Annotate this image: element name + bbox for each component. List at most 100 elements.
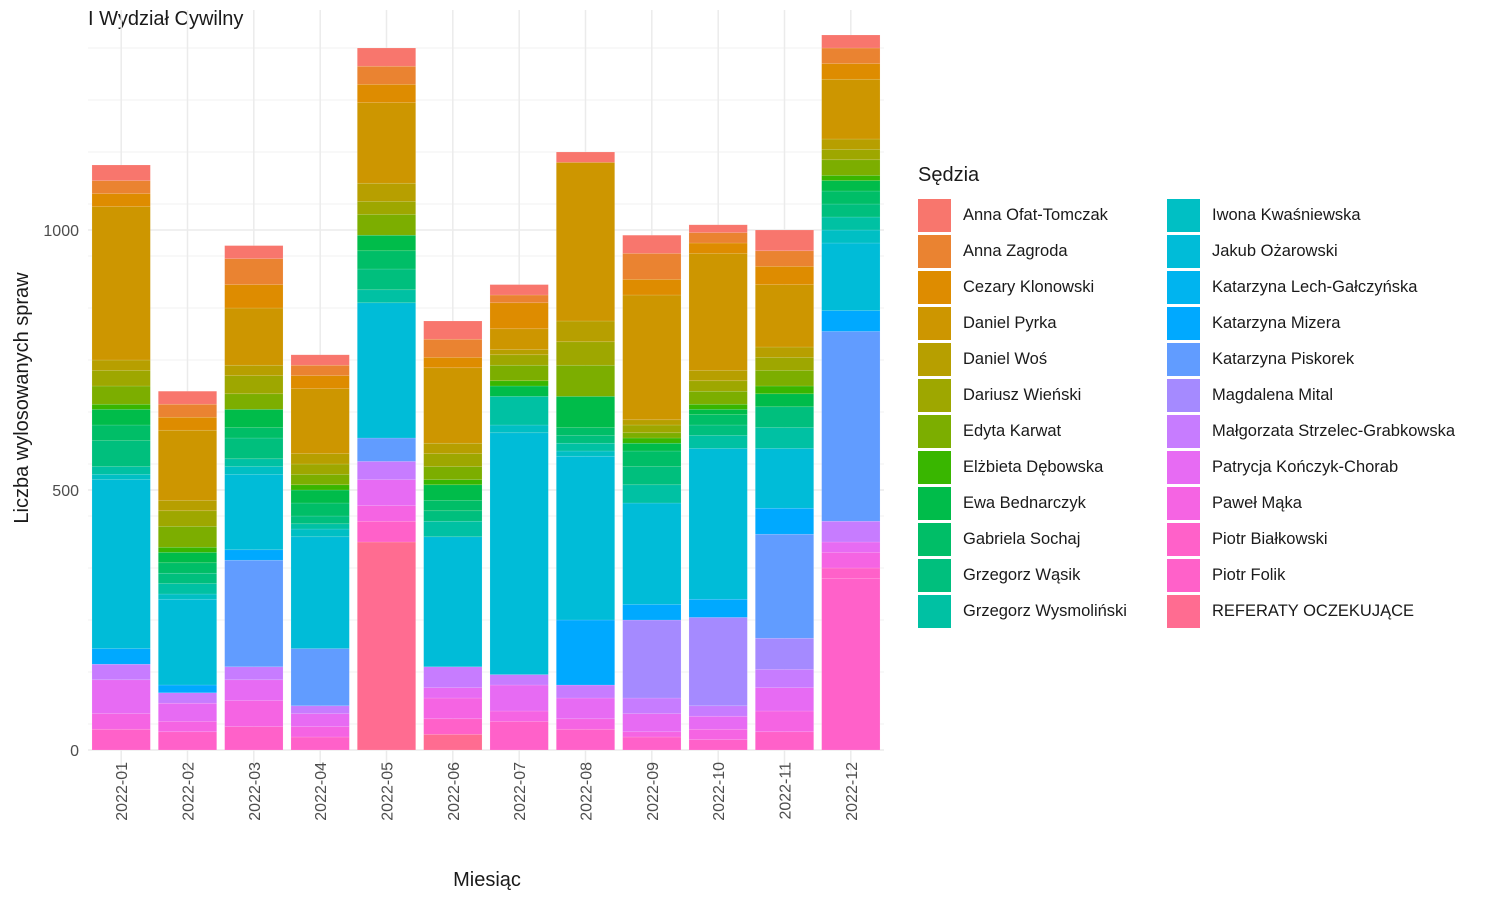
y-tick-label: 500	[52, 483, 79, 500]
bar-segment	[290, 375, 350, 389]
bar-segment	[622, 424, 682, 434]
bar-segment	[688, 424, 748, 436]
bar-segment	[357, 84, 416, 103]
legend-item: Piotr Folik	[1167, 557, 1455, 593]
bar-segment	[423, 510, 483, 522]
bar-segment	[158, 598, 217, 686]
bar-segment	[489, 710, 549, 722]
bar-segment	[357, 541, 416, 751]
bar-segment	[755, 637, 814, 670]
legend-label: Dariusz Wieński	[963, 385, 1082, 404]
bar-segment	[423, 453, 483, 467]
legend-label: Daniel Woś	[963, 349, 1048, 368]
bar-segment	[821, 242, 881, 311]
bar-segment	[357, 505, 416, 522]
bar-segment	[489, 674, 549, 686]
legend-label: Elżbieta Dębowska	[963, 457, 1104, 476]
x-tick-label: 2022-10	[711, 762, 728, 821]
x-tick-label: 2022-08	[579, 762, 596, 821]
bar-segment	[556, 435, 615, 444]
bar-segment	[91, 385, 151, 405]
bar-segment	[158, 721, 217, 733]
x-tick-label: 2022-05	[380, 762, 397, 821]
bar-segment	[755, 533, 814, 639]
bar-segment	[688, 380, 748, 392]
bar-segment	[556, 450, 615, 457]
legend-item: Gabriela Sochaj	[918, 521, 1159, 557]
bar-segment	[158, 552, 217, 564]
bar-segment	[290, 489, 350, 504]
bar-segment	[423, 520, 483, 538]
legend-item: Cezary Klonowski	[918, 269, 1159, 305]
bar-segment	[290, 528, 350, 538]
bar-segment	[91, 479, 151, 649]
legend-item: Katarzyna Piskorek	[1167, 341, 1455, 377]
bar-segment	[622, 736, 682, 751]
bar-segment	[224, 458, 284, 467]
bar-segment	[622, 437, 682, 444]
legend-swatch	[918, 234, 951, 268]
legend-label: Piotr Białkowski	[1212, 529, 1328, 548]
legend-swatch	[1167, 522, 1200, 556]
bar-segment	[158, 500, 217, 512]
bar-segment	[423, 718, 483, 735]
bar-segment	[622, 432, 682, 439]
bar-segment	[91, 409, 151, 426]
bar-segment	[556, 718, 615, 730]
legend-label: Edyta Karwat	[963, 421, 1062, 440]
legend-title: Sędzia	[918, 164, 980, 186]
bar-segment	[423, 479, 483, 486]
legend-swatch	[918, 198, 951, 232]
bar-segment	[224, 474, 284, 551]
bar-segment	[224, 700, 284, 727]
bar-segment	[755, 448, 814, 509]
bar-segment	[489, 302, 549, 330]
legend-swatch	[918, 414, 951, 448]
bar-segment	[489, 380, 549, 387]
bar-segment	[158, 731, 217, 751]
bar-segment	[290, 726, 350, 738]
bar-segment	[91, 679, 151, 714]
bar-segment	[556, 455, 615, 621]
bar-segment	[357, 234, 416, 252]
bar-segment	[91, 474, 151, 480]
bar-segment	[158, 546, 217, 553]
legend-item: Patrycja Kończyk-Chorab	[1167, 449, 1455, 485]
legend-swatch	[918, 594, 951, 628]
legend-label: Jakub Ożarowski	[1212, 241, 1338, 260]
bar-segment	[755, 406, 814, 428]
legend-label: Małgorzata Strzelec-Grabkowska	[1212, 421, 1456, 440]
bar-segment	[622, 294, 682, 421]
bar-segment	[821, 552, 881, 569]
bar-segment	[821, 567, 881, 579]
bar-segment	[423, 357, 483, 369]
bar-segment	[423, 442, 483, 454]
legend-swatch	[918, 378, 951, 412]
bar-segment	[158, 692, 217, 704]
bar-segment	[821, 149, 881, 161]
bar-segment	[821, 78, 881, 140]
bar-segment	[755, 357, 814, 371]
x-tick-label: 2022-07	[512, 762, 529, 821]
legend-item: Katarzyna Mizera	[1167, 305, 1455, 341]
bar-segment	[622, 502, 682, 605]
legend-swatch	[1167, 270, 1200, 304]
bar-segment	[357, 182, 416, 202]
bar-segment	[158, 593, 217, 600]
bar-segment	[91, 663, 151, 681]
bar-segment	[755, 370, 814, 387]
bar-segment	[821, 138, 881, 150]
bar-segment	[688, 232, 748, 244]
bar-segment	[224, 559, 284, 668]
bar-segment	[91, 359, 151, 371]
bar-segment	[357, 214, 416, 236]
bar-segment	[357, 201, 416, 215]
bar-segment	[290, 523, 350, 530]
legend-item: Iwona Kwaśniewska	[1167, 197, 1455, 233]
bar-segment	[821, 229, 881, 244]
legend-swatch	[1167, 198, 1200, 232]
bar-segment	[158, 583, 217, 595]
bar-segment	[290, 388, 350, 454]
bar-segment	[91, 206, 151, 361]
legend-label: Patrycja Kończyk-Chorab	[1212, 457, 1399, 476]
